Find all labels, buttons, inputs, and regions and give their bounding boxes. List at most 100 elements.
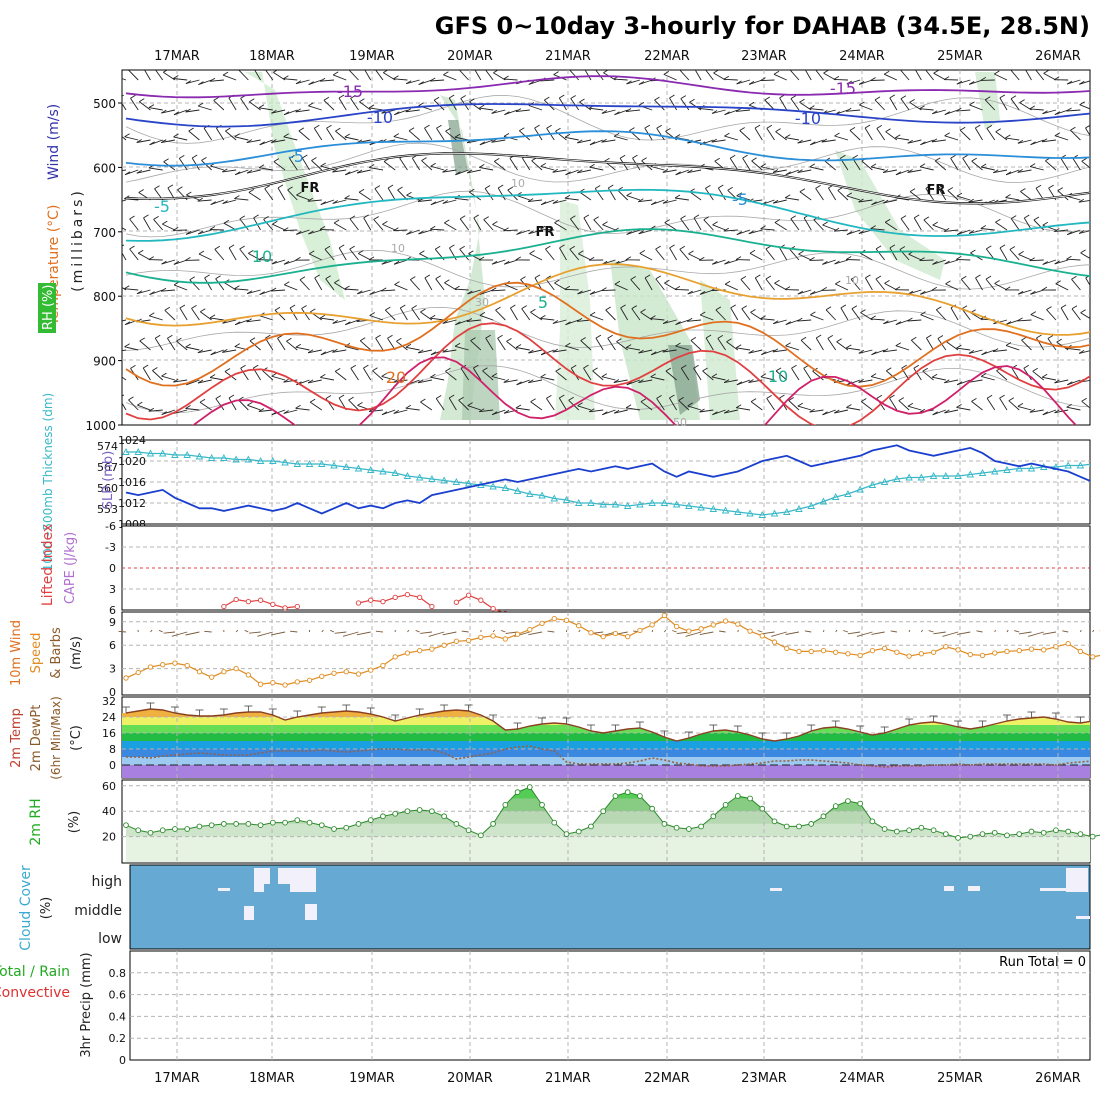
wind-barb-feather (1080, 309, 1086, 314)
wind-barb (821, 139, 836, 143)
wind10-barb (547, 630, 555, 633)
wind-barb-feather (900, 95, 907, 100)
wind-barb (986, 128, 996, 141)
wind-barb (173, 284, 188, 291)
cloud-gap (305, 904, 317, 920)
wind-barb (540, 199, 555, 206)
wind-barb-feather (594, 185, 601, 189)
wind-barb (899, 70, 910, 81)
wind-barb (1091, 167, 1100, 170)
wind-barb-feather (986, 394, 993, 399)
date-label: 17MAR (154, 49, 200, 64)
wind-barb-feather (215, 275, 221, 280)
wind-barb-feather (459, 245, 465, 250)
wind-barb-feather (834, 409, 840, 414)
rh-marker (123, 822, 129, 829)
wind-barb (1060, 157, 1069, 171)
lifted-index-marker (453, 599, 460, 605)
wind-barb-feather (870, 225, 876, 229)
wind-barb (210, 199, 225, 206)
wind-barb-feather (234, 343, 241, 347)
wind-barb (996, 370, 1008, 381)
wind-barb (1029, 409, 1044, 413)
wind-barb (662, 199, 677, 204)
wind-barb (584, 70, 592, 81)
contour-label: -15 (830, 79, 856, 98)
wind10-marker (845, 651, 851, 657)
wind-barb (1079, 80, 1090, 85)
rh-marker (208, 822, 215, 829)
wind-barb (910, 339, 922, 351)
wind-barb-feather (1081, 157, 1087, 162)
wind-barb-feather (421, 157, 427, 161)
wind-barb (296, 229, 310, 235)
wind-barb-feather (271, 109, 277, 114)
wind-barb-feather (947, 187, 954, 191)
wind-barbs (122, 70, 1100, 416)
wind-barb-feather (479, 141, 486, 146)
wind-barb-feather (788, 397, 794, 401)
wind-barb-feather (840, 304, 847, 309)
thickness-marker (611, 500, 620, 508)
wind-barb-feather (925, 185, 932, 189)
wind-barb (459, 248, 469, 261)
wind-barb-feather (774, 219, 781, 223)
wind-barb (430, 317, 445, 321)
wind-barb-feather (368, 164, 375, 168)
wind-barb-feather (663, 71, 670, 75)
wind10-label-2: Speed (29, 633, 44, 674)
wind-barb-feather (394, 111, 400, 116)
wind-barb (298, 130, 310, 141)
wind-barb-feather (1029, 257, 1035, 262)
wind10-marker (551, 616, 557, 622)
wind-barb (161, 375, 176, 381)
wind-barb (210, 377, 224, 381)
wind-barb (760, 318, 775, 321)
rh-plume (668, 345, 700, 415)
wind-barb-feather (368, 256, 375, 261)
wind-barb (564, 136, 579, 141)
wind-barb (198, 79, 212, 86)
wind-barb (736, 195, 751, 201)
wind-barb (932, 109, 946, 115)
rh-marker (563, 831, 570, 837)
wind-barb (915, 70, 922, 81)
wind-barb-feather (889, 94, 896, 99)
wind-barb-feather (1071, 305, 1078, 310)
wind-barb (308, 79, 322, 86)
wind10-marker (563, 617, 570, 623)
wind-barb-feather (1008, 397, 1015, 402)
wind-barb-feather (528, 379, 534, 384)
wind-barb (1097, 249, 1100, 260)
wind10-marker (270, 679, 276, 686)
wind-barb (387, 187, 396, 201)
rh-tick: 20 (102, 831, 116, 844)
wind-barb (1043, 73, 1057, 81)
wind-barb-feather (932, 110, 938, 115)
rh-marker (282, 819, 288, 826)
wind-barb (662, 319, 677, 325)
wind-barb (920, 314, 934, 321)
pressure-tick: 600 (93, 161, 116, 175)
thickness-marker (991, 467, 999, 475)
cloud-gap (1040, 888, 1070, 891)
wind-barb-feather (650, 373, 656, 378)
wind-barb-feather (809, 408, 815, 413)
wind10-marker (1041, 647, 1047, 653)
rh-marker (1089, 833, 1096, 840)
cloud-gaps (218, 868, 1090, 920)
wind-barb (273, 72, 286, 81)
wind-barb-feather (669, 394, 675, 399)
wind-barb (185, 109, 200, 113)
wind-barb-feather (870, 315, 876, 320)
rh-series (123, 784, 1100, 841)
rh-marker (698, 823, 704, 830)
wind10-marker (404, 650, 411, 656)
date-label: 17MAR (154, 1071, 200, 1086)
wind-barb-feather (748, 230, 755, 235)
wind-barb-feather (937, 335, 944, 339)
wind-barb (459, 218, 469, 231)
wind-barb (620, 307, 629, 321)
wind-barb (468, 253, 482, 261)
